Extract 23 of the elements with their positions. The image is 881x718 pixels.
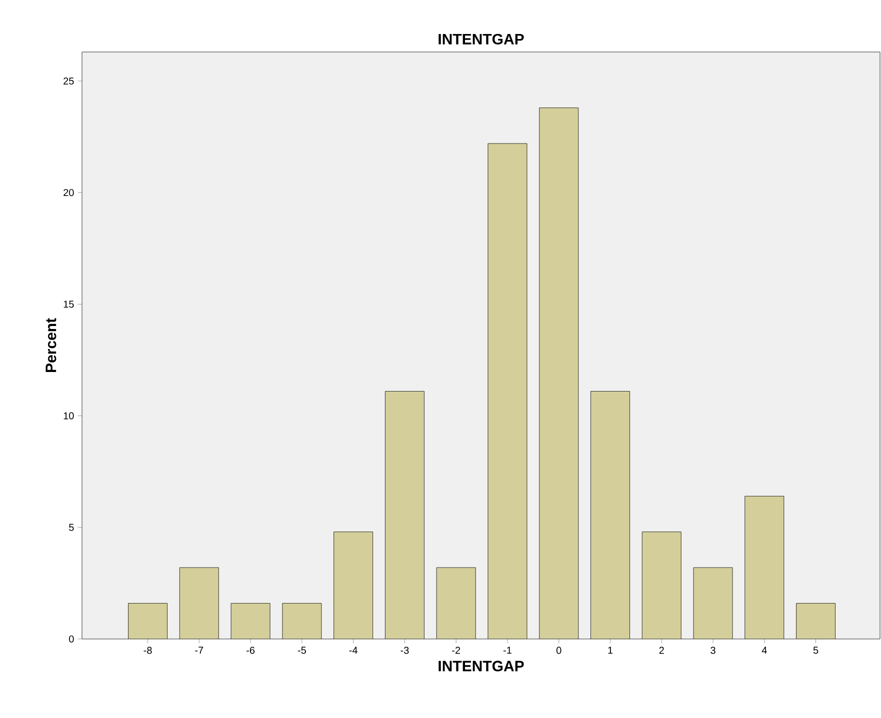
y-tick-label: 20 (64, 189, 74, 196)
y-tick-label: 0 (69, 635, 74, 643)
y-tick-label: 15 (64, 300, 74, 308)
x-tick-label: 4 (762, 646, 767, 654)
y-tick-label: 5 (69, 524, 74, 531)
x-tick-label: -6 (246, 646, 255, 654)
x-tick-label: -7 (195, 646, 204, 654)
chart-title: INTENTGAP (438, 34, 524, 44)
x-tick-label: -2 (452, 646, 460, 654)
x-tick-label: -5 (298, 646, 306, 654)
x-tick-label: -1 (503, 646, 512, 654)
x-tick-label: -3 (400, 646, 409, 654)
x-tick-label: 1 (608, 646, 613, 654)
x-tick-label: -8 (144, 646, 152, 654)
y-axis-title: Percent (46, 318, 56, 372)
y-tick-label: 25 (64, 77, 74, 85)
x-tick-label: 3 (710, 646, 716, 654)
x-tick-label: -4 (349, 646, 358, 654)
x-tick-label: 0 (556, 646, 562, 654)
x-tick-label: 2 (659, 646, 664, 654)
y-tick-label: 10 (64, 412, 74, 420)
x-tick-label: 5 (813, 646, 818, 654)
x-axis-title: INTENTGAP (438, 660, 524, 672)
